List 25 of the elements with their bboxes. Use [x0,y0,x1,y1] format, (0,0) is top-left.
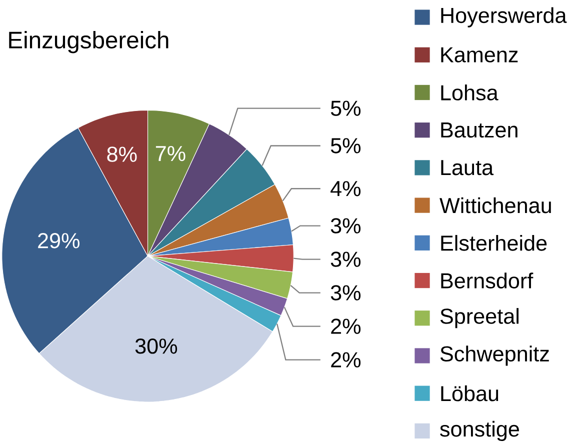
data-label: 2% [331,352,361,368]
legend-label: Elsterheide [441,234,547,251]
legend-label: Schwepnitz [440,346,549,366]
legend-label: Hoyerswerda [441,7,567,28]
data-label: 5% [330,138,361,154]
legend-label: Kamenz [441,47,518,62]
legend-label: Bautzen [441,122,518,138]
legend-label: sonstige [440,420,519,441]
data-label: 3% [330,252,361,267]
data-label: 3% [330,218,361,234]
data-label: 2% [331,318,361,334]
data-label: 8% [107,146,137,162]
data-label: 29% [38,232,80,248]
data-label: 3% [330,285,361,300]
legend-label: Lohsa [441,84,498,100]
legend-label: Löbau [441,385,498,402]
data-label: 30% [135,338,178,354]
legend-label: Spreetal [440,308,518,328]
data-label: 7% [156,146,186,161]
legend-label: Bernsdorf [441,272,534,288]
data-label: 4% [330,180,361,196]
legend-label: Wittichenau [440,197,551,214]
data-label: 5% [330,100,361,116]
text: Einzugsbereich [9,30,168,54]
legend-label: Lauta [441,160,494,176]
